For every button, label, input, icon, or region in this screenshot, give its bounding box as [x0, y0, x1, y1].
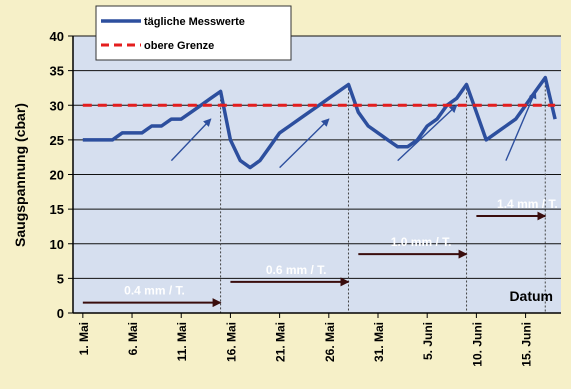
legend-label-limit: obere Grenze [144, 40, 214, 52]
trend-arrow [279, 118, 330, 169]
x-tick-label: 10. Juni [470, 322, 484, 367]
trend-arrows [170, 90, 537, 169]
series-line-measured [82, 75, 557, 170]
x-tick-label: 11. Mai [175, 322, 189, 361]
x-tick-label: 6. Mai [126, 322, 140, 355]
rate-label: 0.6 mm / T. [266, 263, 327, 277]
rate-label: 1.4 mm / T. [497, 197, 558, 211]
trend-arrow [505, 90, 537, 161]
y-tick-label: 0 [57, 306, 64, 321]
x-tick-label: 26. Mai [323, 322, 337, 362]
rate-labels: 0.4 mm / T. 0.6 mm / T. 1.0 mm / T. 1.4 mm … [82, 197, 558, 308]
y-tick-label: 30 [50, 98, 64, 113]
x-tick-label: 16. Mai [224, 322, 238, 362]
x-axis-label: Datum [509, 288, 553, 304]
legend-box [95, 5, 292, 61]
y-tick-label: 25 [50, 133, 64, 148]
y-tick-label: 5 [57, 271, 64, 286]
y-tick-label: 15 [50, 202, 64, 217]
legend: tägliche Messwerte obere Grenze [95, 5, 292, 61]
trend-arrow [397, 104, 458, 162]
x-tick-label: 31. Mai [372, 322, 386, 362]
rate-label: 0.4 mm / T. [124, 284, 185, 298]
y-tick-label: 35 [50, 64, 64, 79]
y-tick-label: 20 [50, 168, 64, 183]
legend-label-measured: tägliche Messwerte [144, 16, 245, 28]
trend-arrow [170, 118, 212, 162]
x-tick-label: 5. Juni [421, 322, 435, 360]
series-lines [82, 75, 557, 170]
x-tick-label: 21. Mai [274, 322, 288, 362]
rate-label: 1.0 mm / T. [391, 235, 452, 249]
y-axis-label: Saugspannung (cbar) [12, 103, 28, 247]
x-tick-label: 15. Juni [520, 322, 534, 367]
period-markers [220, 77, 546, 313]
x-tick-label: 1. Mai [77, 322, 91, 355]
y-tick-label: 40 [50, 29, 64, 44]
y-tick-label: 10 [50, 237, 64, 252]
axes: 0 5 10 15 20 25 30 35 40 1. Mai 6. Mai 11. Mai 16. M… [50, 29, 561, 367]
